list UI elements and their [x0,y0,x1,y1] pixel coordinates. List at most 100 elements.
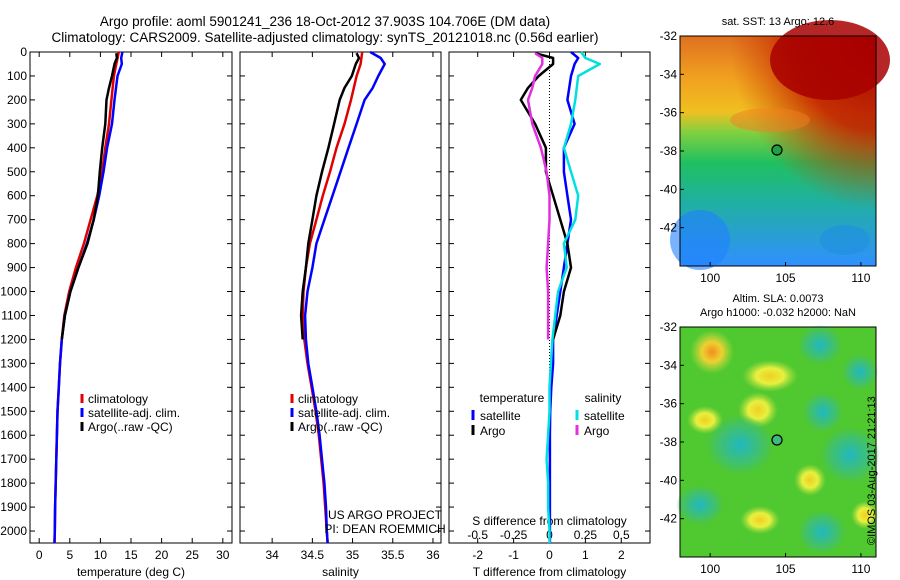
temperature-frame [29,51,233,544]
depth-tick-label: 1500 [0,404,27,418]
depth-tick-label: 1300 [0,356,27,370]
depth-tick-label: 100 [7,69,27,83]
salinity-xtick-label: 35 [346,548,360,562]
differences-xtick-label: -1 [508,548,519,562]
sla-map-blob-7 [706,415,774,475]
depth-tick-label: 1900 [0,500,27,514]
sla-map-blob-9 [687,406,723,434]
temperature-legend-label: satellite-adj. clim. [88,406,180,420]
salinity-xtick-label: 34 [265,548,279,562]
sla-map-blob-10 [794,464,826,496]
temperature-legend-label: climatology [88,392,148,406]
differences-series-temperature-argo [519,51,573,340]
depth-tick-label: 1700 [0,452,27,466]
differences-series-salinity-argo [526,52,551,340]
sst-map-ytick-label: -42 [660,221,678,235]
depth-tick-label: 500 [7,165,27,179]
project-pi: PI: DEAN ROEMMICH [324,522,445,536]
sla-map-title-line1: Altim. SLA: 0.0073 [732,293,823,305]
depth-tick-label: 700 [7,213,27,227]
depth-tick-label: 1800 [0,476,27,490]
sla-map-blob-3 [842,354,878,390]
depth-tick-label: 300 [7,117,27,131]
sst-map-title: sat. SST: 13 Argo: 12.6 [722,16,835,28]
depth-tick-label: 800 [7,237,27,251]
sst-map-warm-blob [730,108,810,132]
temperature-legend-label: Argo(..raw -QC) [88,420,173,434]
sla-map-argo-marker [771,434,783,446]
temperature-xtick-label: 10 [94,548,108,562]
sla-map-blob-6 [803,392,843,432]
salinity-xtick-label: 36 [426,548,440,562]
sst-map-ytick-label: -40 [660,182,678,196]
figure-title-line1: Argo profile: aoml 5901241_236 18-Oct-20… [99,14,551,29]
differences-x2tick-label: -0.5 [467,528,488,542]
differences-legend-label: Argo [584,424,610,438]
differences-xlabel: T difference from climatology [473,565,627,579]
sst-map-ytick-label: -36 [660,106,678,120]
salinity-series-satelliteadjclim [303,50,386,544]
salinity-xtick-label: 34.5 [301,548,325,562]
salinity-xtick-label: 35.5 [381,548,405,562]
sst-map-warm-core [770,20,890,100]
sla-map-xtick-label: 105 [776,562,796,576]
salinity-legend-label: satellite-adj. clim. [298,406,390,420]
sst-map-xtick-label: 100 [700,271,720,285]
temperature-xtick-label: 0 [36,548,43,562]
salinity-panel: 34 34.5 35 35.5 36 salinity climatologysatelli… [239,50,442,579]
temperature-xtick-label: 25 [186,548,200,562]
sst-map-xtick-label: 105 [776,271,796,285]
sst-map [670,20,890,270]
sla-map-blob-4 [742,360,798,392]
depth-tick-label: 1100 [1,308,27,322]
sst-map-argo-marker [771,144,783,156]
depth-tick-label: 400 [7,141,27,155]
differences-legend-label: Argo [480,424,506,438]
sla-map-ytick-label: -34 [660,358,678,372]
temperature-panel: 0 5 10 15 20 25 30 temperature (deg C) 0 100 200 30… [0,45,233,579]
sla-map-blob-2 [798,325,842,365]
salinity-frame [239,51,442,544]
sla-map-blob-8 [820,427,880,483]
temperature-xtick-label: 15 [124,548,138,562]
project-name: US ARGO PROJECT [328,508,443,522]
depth-tick-label: 600 [7,189,27,203]
sst-map-xtick-label: 110 [851,271,870,285]
depth-tick-label: 1000 [0,285,27,299]
depth-tick-label: 1400 [0,380,27,394]
depth-tick-label: 1600 [0,428,27,442]
sst-map-cold-blob-1 [670,210,730,270]
differences-xtick-label: 1 [582,548,589,562]
temperature-xtick-label: 5 [66,548,73,562]
differences-x2tick-label: 0.25 [574,528,598,542]
sst-map-ytick-label: -32 [660,29,678,43]
sla-map-ytick-label: -32 [660,320,678,334]
sla-map-blob-14 [851,501,879,529]
sst-map-ytick-label: -38 [660,144,678,158]
differences-panel: -2 -1 0 1 2 T difference from climatology -0.5… [448,51,651,579]
temperature-xtick-label: 30 [216,548,230,562]
sla-map-xtick-label: 110 [851,562,870,576]
legend-title-temperature: temperature [480,391,545,405]
sla-map-blob-1 [690,330,734,374]
salinity-xlabel: salinity [322,565,359,579]
sla-map-blob-12 [798,510,846,554]
depth-tick-label: 200 [7,93,27,107]
figure-title-line2: Climatology: CARS2009. Satellite-adjuste… [51,30,599,45]
sla-map-blob-11 [676,485,724,525]
temperature-series-argorawqc [60,53,119,340]
depth-tick-label: 1200 [0,332,27,346]
differences-legend-label: satellite [584,409,625,423]
sla-map-blob-13 [740,506,780,534]
sla-map-ytick-label: -36 [660,397,678,411]
depth-tick-label: 900 [7,261,27,275]
temperature-xlabel: temperature (deg C) [77,565,185,579]
temperature-xtick-label: 20 [155,548,169,562]
salinity-series-argorawqc [299,52,361,340]
differences-series-salinity-satellite [545,51,602,543]
sla-map-ytick-label: -40 [660,473,678,487]
legend-title-salinity: salinity [585,391,622,405]
sla-map-ytick-label: -38 [660,435,678,449]
differences-x2tick-label: -0.25 [500,528,528,542]
